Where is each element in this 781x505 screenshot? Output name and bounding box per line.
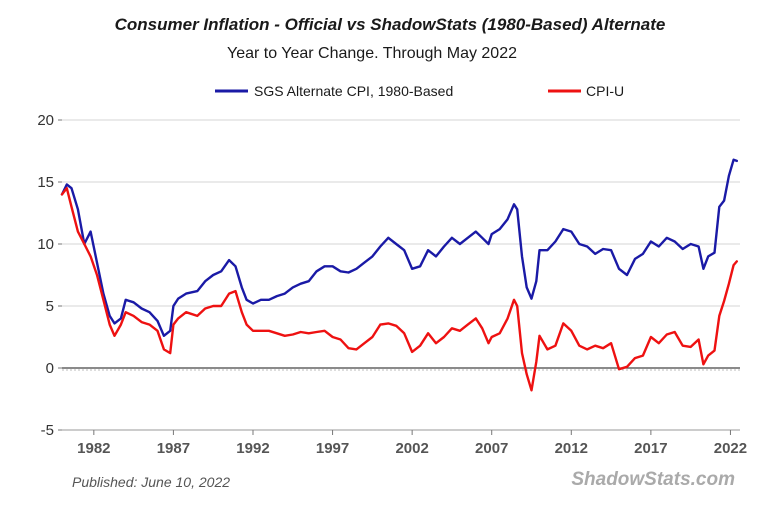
xtick-label-1: 1987 (157, 440, 190, 457)
ytick-label-2: 5 (46, 298, 54, 315)
chart-title: Consumer Inflation - Official vs ShadowS… (115, 15, 666, 34)
xtick-label-0: 1982 (77, 440, 110, 457)
xtick-label-8: 2022 (714, 440, 747, 457)
ytick-label-4: 15 (37, 174, 54, 191)
grid-lines (62, 119, 740, 431)
published-date: Published: June 10, 2022 (72, 474, 230, 490)
series-line-sgs-alternate-cpi (60, 158, 738, 337)
xtick-label-4: 2002 (395, 440, 428, 457)
shadowstats-watermark: ShadowStats.com (571, 469, 735, 490)
ytick-label-5: 20 (37, 112, 54, 129)
xtick-label-2: 1992 (236, 440, 269, 457)
xtick-label-7: 2017 (634, 440, 667, 457)
xtick-label-6: 2012 (555, 440, 588, 457)
legend-cpiu-label: CPI-U (586, 83, 624, 99)
chart-subtitle: Year to Year Change. Through May 2022 (227, 45, 517, 62)
ytick-label-1: 0 (46, 360, 54, 377)
axes: -5 0 5 10 15 20 1982 1987 1992 1997 2002 2007 2012 20… (37, 112, 747, 457)
ytick-label-3: 10 (37, 236, 54, 253)
legend-sgs-label: SGS Alternate CPI, 1980-Based (254, 83, 453, 99)
series-lines (60, 158, 738, 392)
legend: SGS Alternate CPI, 1980-Based CPI-U (215, 83, 624, 99)
xtick-label-5: 2007 (475, 440, 508, 457)
xtick-label-3: 1997 (316, 440, 349, 457)
series-line-cpi-u (60, 186, 738, 392)
ytick-label-0: -5 (41, 422, 54, 439)
